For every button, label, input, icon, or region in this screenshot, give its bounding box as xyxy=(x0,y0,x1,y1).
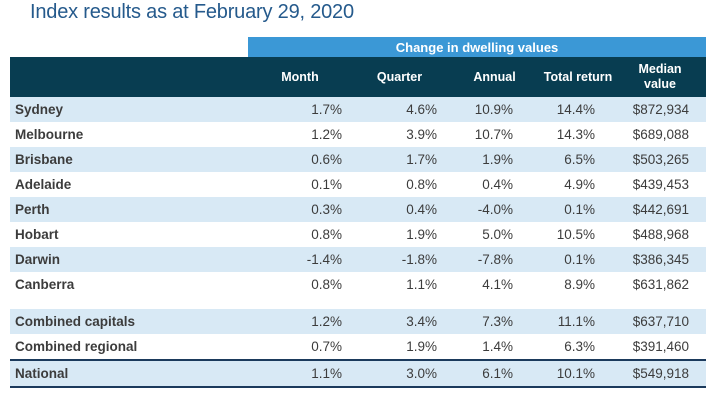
cell-annual: 10.7% xyxy=(447,122,542,147)
cell-total-return: 14.3% xyxy=(542,122,614,147)
cell-quarter: 3.4% xyxy=(352,309,447,334)
column-header-annual: Annual xyxy=(447,57,542,97)
cell-median-value: $391,460 xyxy=(614,334,706,360)
cell-annual: -4.0% xyxy=(447,197,542,222)
cell-month: 0.7% xyxy=(248,334,352,360)
cell-median-value: $488,968 xyxy=(614,222,706,247)
table-body: Sydney 1.7% 4.6% 10.9% 14.4% $872,934 Melbourn… xyxy=(10,97,706,388)
cell-total-return: 10.5% xyxy=(542,222,614,247)
cell-month: 0.1% xyxy=(248,172,352,197)
row-label: Melbourne xyxy=(10,122,248,147)
table-banner: Change in dwelling values xyxy=(248,37,706,57)
cell-month: 0.8% xyxy=(248,272,352,297)
table-row: Hobart 0.8% 1.9% 5.0% 10.5% $488,968 xyxy=(10,222,706,247)
row-label: Combined regional xyxy=(10,334,248,360)
cell-month: 1.1% xyxy=(248,359,352,388)
row-label: Combined capitals xyxy=(10,309,248,334)
column-header-median-value: Median value xyxy=(614,57,706,97)
cell-median-value: $439,453 xyxy=(614,172,706,197)
table-row: Canberra 0.8% 1.1% 4.1% 8.9% $631,862 xyxy=(10,272,706,297)
cell-median-value: $637,710 xyxy=(614,309,706,334)
cell-total-return: 0.1% xyxy=(542,247,614,272)
table-row: Darwin -1.4% -1.8% -7.8% 0.1% $386,345 xyxy=(10,247,706,272)
column-header-total-return: Total return xyxy=(542,57,614,97)
cell-total-return: 6.5% xyxy=(542,147,614,172)
cell-month: 0.8% xyxy=(248,222,352,247)
row-label: Canberra xyxy=(10,272,248,297)
cell-median-value: $631,862 xyxy=(614,272,706,297)
section-spacer xyxy=(10,297,706,309)
cell-total-return: 4.9% xyxy=(542,172,614,197)
cell-annual: 7.3% xyxy=(447,309,542,334)
row-label: Darwin xyxy=(10,247,248,272)
cell-quarter: 0.8% xyxy=(352,172,447,197)
cell-quarter: 3.9% xyxy=(352,122,447,147)
banner-row: Change in dwelling values xyxy=(10,37,706,57)
cell-annual: 0.4% xyxy=(447,172,542,197)
cell-annual: 1.4% xyxy=(447,334,542,360)
table-row: Sydney 1.7% 4.6% 10.9% 14.4% $872,934 xyxy=(10,97,706,122)
cell-annual: 5.0% xyxy=(447,222,542,247)
cell-quarter: 0.4% xyxy=(352,197,447,222)
row-label: Hobart xyxy=(10,222,248,247)
cell-total-return: 11.1% xyxy=(542,309,614,334)
cell-quarter: 3.0% xyxy=(352,359,447,388)
column-header-quarter: Quarter xyxy=(352,57,447,97)
cell-month: 1.2% xyxy=(248,309,352,334)
row-label: Adelaide xyxy=(10,172,248,197)
cell-quarter: 4.6% xyxy=(352,97,447,122)
cell-median-value: $549,918 xyxy=(614,359,706,388)
cell-median-value: $386,345 xyxy=(614,247,706,272)
cell-annual: 10.9% xyxy=(447,97,542,122)
cell-quarter: 1.9% xyxy=(352,334,447,360)
table-row: Melbourne 1.2% 3.9% 10.7% 14.3% $689,088 xyxy=(10,122,706,147)
cell-total-return: 0.1% xyxy=(542,197,614,222)
cell-quarter: 1.7% xyxy=(352,147,447,172)
cell-median-value: $442,691 xyxy=(614,197,706,222)
cell-month: 1.2% xyxy=(248,122,352,147)
cell-total-return: 10.1% xyxy=(542,359,614,388)
cell-annual: -7.8% xyxy=(447,247,542,272)
cell-total-return: 8.9% xyxy=(542,272,614,297)
table-row: Brisbane 0.6% 1.7% 1.9% 6.5% $503,265 xyxy=(10,147,706,172)
cell-annual: 4.1% xyxy=(447,272,542,297)
cell-quarter: -1.8% xyxy=(352,247,447,272)
cell-total-return: 14.4% xyxy=(542,97,614,122)
table-row: Adelaide 0.1% 0.8% 0.4% 4.9% $439,453 xyxy=(10,172,706,197)
banner-spacer xyxy=(10,37,248,57)
row-header-corner xyxy=(10,57,248,97)
cell-quarter: 1.1% xyxy=(352,272,447,297)
cell-annual: 6.1% xyxy=(447,359,542,388)
cell-quarter: 1.9% xyxy=(352,222,447,247)
table-row: Combined capitals 1.2% 3.4% 7.3% 11.1% $637,7… xyxy=(10,309,706,334)
column-header-month: Month xyxy=(248,57,352,97)
cell-month: 0.3% xyxy=(248,197,352,222)
row-label: Sydney xyxy=(10,97,248,122)
table-row: National 1.1% 3.0% 6.1% 10.1% $549,918 xyxy=(10,359,706,388)
index-results-table: Change in dwelling values Month Quarter … xyxy=(10,37,706,388)
cell-median-value: $503,265 xyxy=(614,147,706,172)
cell-month: 0.6% xyxy=(248,147,352,172)
cell-median-value: $689,088 xyxy=(614,122,706,147)
cell-median-value: $872,934 xyxy=(614,97,706,122)
cell-month: 1.7% xyxy=(248,97,352,122)
table-row: Perth 0.3% 0.4% -4.0% 0.1% $442,691 xyxy=(10,197,706,222)
cell-month: -1.4% xyxy=(248,247,352,272)
page-title: Index results as at February 29, 2020 xyxy=(30,1,354,23)
table-row: Combined regional 0.7% 1.9% 1.4% 6.3% $391,46… xyxy=(10,334,706,360)
column-header-row: Month Quarter Annual Total return Median… xyxy=(10,57,706,97)
row-label: National xyxy=(10,359,248,388)
cell-total-return: 6.3% xyxy=(542,334,614,360)
row-label: Brisbane xyxy=(10,147,248,172)
row-label: Perth xyxy=(10,197,248,222)
cell-annual: 1.9% xyxy=(447,147,542,172)
